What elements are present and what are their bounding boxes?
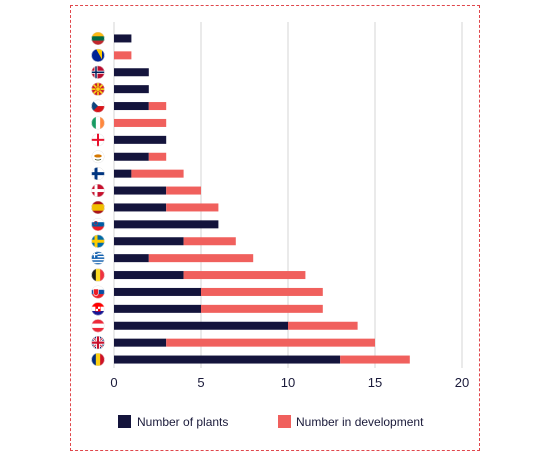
united-kingdom-flag-icon	[91, 336, 105, 350]
bar-development-united-kingdom	[166, 338, 375, 347]
bar-plants-sweden	[114, 237, 184, 246]
romania-flag-icon	[91, 353, 105, 367]
greece-flag-icon	[91, 251, 105, 265]
bosnia-flag-icon	[91, 48, 105, 62]
bar-development-czech-republic	[148, 102, 167, 111]
bar-plants-slovenia	[114, 220, 219, 229]
sweden-flag-icon	[91, 234, 105, 248]
x-tick-label: 15	[368, 375, 382, 390]
legend-label-number-in-development: Number in development	[296, 415, 424, 429]
bar-plants-finland	[114, 169, 132, 178]
cyprus-flag-icon	[91, 150, 105, 164]
bar-plants-cyprus	[114, 152, 149, 161]
bar-plants-georgia	[114, 135, 167, 144]
bar-development-greece	[148, 254, 254, 263]
austria-flag-icon	[91, 319, 105, 333]
country-flags	[91, 31, 105, 367]
czech-flag-icon	[91, 99, 105, 113]
bar-development-romania	[340, 355, 410, 364]
bar-development-finland	[131, 169, 184, 178]
bar-plants-czech-republic	[114, 102, 149, 111]
bars	[114, 34, 410, 364]
bar-plants-slovakia	[114, 287, 201, 296]
bar-development-croatia	[201, 304, 323, 313]
bar-development-denmark	[166, 186, 201, 195]
lithuania-flag-icon	[91, 31, 105, 45]
norway-flag-icon	[91, 65, 105, 79]
legend-swatch-number-in-development	[278, 415, 291, 428]
bar-plants-denmark	[114, 186, 167, 195]
legend-label-number-of-plants: Number of plants	[137, 415, 228, 429]
spain-flag-icon	[91, 200, 105, 214]
grid-lines	[113, 22, 463, 368]
bar-plants-croatia	[114, 304, 201, 313]
georgia-flag-icon	[91, 133, 105, 147]
x-tick-label: 20	[455, 375, 469, 390]
x-tick-label: 5	[197, 375, 204, 390]
north-macedonia-flag-icon	[91, 82, 105, 96]
bar-plants-united-kingdom	[114, 338, 167, 347]
x-axis-ticks: 0 5 10 15 20	[110, 375, 469, 390]
finland-flag-icon	[91, 167, 105, 181]
bar-plants-belgium	[114, 271, 184, 280]
bar-plants-austria	[114, 321, 288, 330]
bar-development-bosnia-and-herzegovina	[114, 51, 132, 60]
legend: Number of plants Number in development	[118, 415, 424, 429]
slovenia-flag-icon	[91, 217, 105, 231]
x-tick-label: 0	[110, 375, 117, 390]
denmark-flag-icon	[91, 184, 105, 198]
bar-development-cyprus	[148, 152, 167, 161]
bar-development-belgium	[183, 271, 306, 280]
croatia-flag-icon	[91, 302, 105, 316]
ireland-flag-icon	[91, 116, 105, 130]
bar-plants-greece	[114, 254, 149, 263]
bar-plants-norway	[114, 68, 149, 77]
chart-frame	[70, 5, 480, 451]
bar-development-ireland	[114, 118, 167, 127]
bar-development-slovakia	[201, 287, 323, 296]
legend-swatch-number-of-plants	[118, 415, 131, 428]
belgium-flag-icon	[91, 268, 105, 282]
slovakia-flag-icon	[91, 285, 105, 299]
bar-development-sweden	[183, 237, 236, 246]
bar-plants-lithuania	[114, 34, 132, 43]
x-tick-label: 10	[281, 375, 295, 390]
bar-development-spain	[166, 203, 219, 212]
bar-development-austria	[288, 321, 358, 330]
bar-plants-spain	[114, 203, 167, 212]
bar-plants-north-macedonia	[114, 85, 149, 94]
bar-plants-romania	[114, 355, 341, 364]
